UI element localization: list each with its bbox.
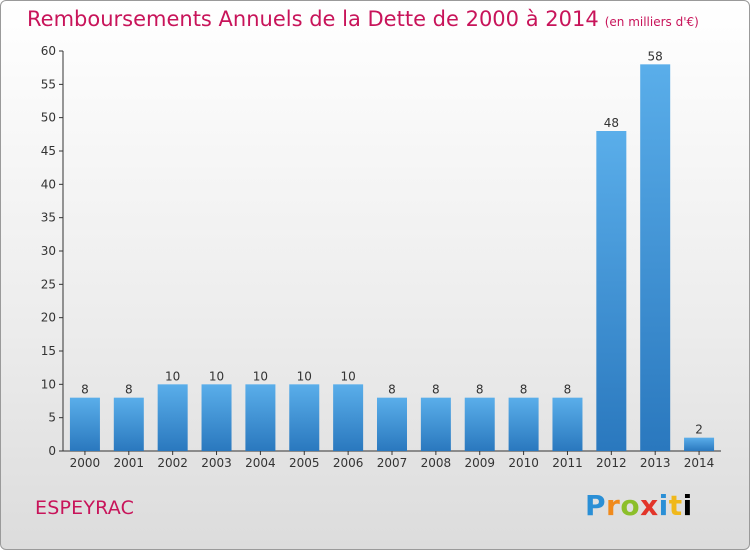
y-tick-label: 25 bbox=[41, 277, 56, 291]
bar bbox=[113, 397, 144, 451]
data-label: 8 bbox=[388, 383, 396, 397]
y-tick-label: 10 bbox=[41, 377, 56, 391]
proxiti-logo: Proxiti bbox=[585, 489, 693, 522]
x-tick-label: 2001 bbox=[114, 456, 145, 470]
bar bbox=[684, 437, 715, 451]
data-label: 8 bbox=[81, 383, 89, 397]
bar bbox=[333, 384, 364, 451]
bar bbox=[552, 397, 583, 451]
x-tick-label: 2013 bbox=[640, 456, 671, 470]
data-label: 8 bbox=[125, 383, 133, 397]
bar bbox=[201, 384, 232, 451]
logo-letter: x bbox=[640, 489, 659, 522]
chart-unit-note: (en milliers d'€) bbox=[604, 15, 699, 29]
y-tick-label: 15 bbox=[41, 344, 56, 358]
y-tick-label: 55 bbox=[41, 77, 56, 91]
data-label: 10 bbox=[209, 369, 224, 383]
logo-letter: i bbox=[658, 489, 669, 522]
bar bbox=[508, 397, 539, 451]
bar bbox=[157, 384, 188, 451]
data-label: 2 bbox=[695, 423, 703, 437]
x-tick-label: 2010 bbox=[508, 456, 539, 470]
x-tick-label: 2011 bbox=[552, 456, 583, 470]
y-tick-label: 45 bbox=[41, 144, 56, 158]
x-tick-label: 2014 bbox=[684, 456, 715, 470]
data-label: 8 bbox=[564, 383, 572, 397]
logo-letter: o bbox=[620, 489, 641, 522]
commune-name: ESPEYRAC bbox=[35, 497, 135, 519]
bar bbox=[596, 131, 627, 451]
x-tick-label: 2012 bbox=[596, 456, 627, 470]
x-tick-label: 2007 bbox=[377, 456, 408, 470]
bar bbox=[245, 384, 276, 451]
bar bbox=[377, 397, 407, 451]
data-label: 10 bbox=[165, 369, 180, 383]
x-tick-label: 2004 bbox=[245, 456, 276, 470]
y-tick-label: 60 bbox=[41, 44, 56, 58]
y-tick-label: 35 bbox=[41, 211, 56, 225]
x-tick-label: 2006 bbox=[333, 456, 364, 470]
y-tick-label: 5 bbox=[48, 411, 56, 425]
data-label: 10 bbox=[297, 369, 312, 383]
data-label: 48 bbox=[604, 116, 619, 130]
data-label: 10 bbox=[253, 369, 268, 383]
y-tick-label: 0 bbox=[48, 444, 56, 458]
x-tick-label: 2003 bbox=[201, 456, 232, 470]
x-tick-label: 2008 bbox=[421, 456, 452, 470]
data-label: 10 bbox=[340, 369, 355, 383]
logo-letter: r bbox=[606, 489, 621, 522]
data-label: 8 bbox=[476, 383, 484, 397]
bar bbox=[420, 397, 451, 451]
x-tick-label: 2002 bbox=[157, 456, 188, 470]
x-tick-label: 2005 bbox=[289, 456, 320, 470]
bar bbox=[464, 397, 495, 451]
logo-letter: i bbox=[682, 489, 693, 522]
logo-letter: P bbox=[585, 489, 607, 522]
data-label: 58 bbox=[648, 49, 663, 63]
chart-title: Remboursements Annuels de la Dette de 20… bbox=[27, 7, 699, 31]
y-tick-label: 40 bbox=[41, 177, 56, 191]
bar bbox=[69, 397, 100, 451]
y-tick-label: 50 bbox=[41, 111, 56, 125]
chart-title-text: Remboursements Annuels de la Dette de 20… bbox=[27, 7, 599, 31]
bar bbox=[289, 384, 320, 451]
y-tick-label: 20 bbox=[41, 311, 56, 325]
x-tick-label: 2009 bbox=[464, 456, 495, 470]
logo-letter: t bbox=[668, 489, 683, 522]
bar bbox=[640, 64, 671, 452]
data-label: 8 bbox=[432, 383, 440, 397]
y-tick-label: 30 bbox=[41, 244, 56, 258]
data-label: 8 bbox=[520, 383, 528, 397]
x-tick-label: 2000 bbox=[70, 456, 101, 470]
